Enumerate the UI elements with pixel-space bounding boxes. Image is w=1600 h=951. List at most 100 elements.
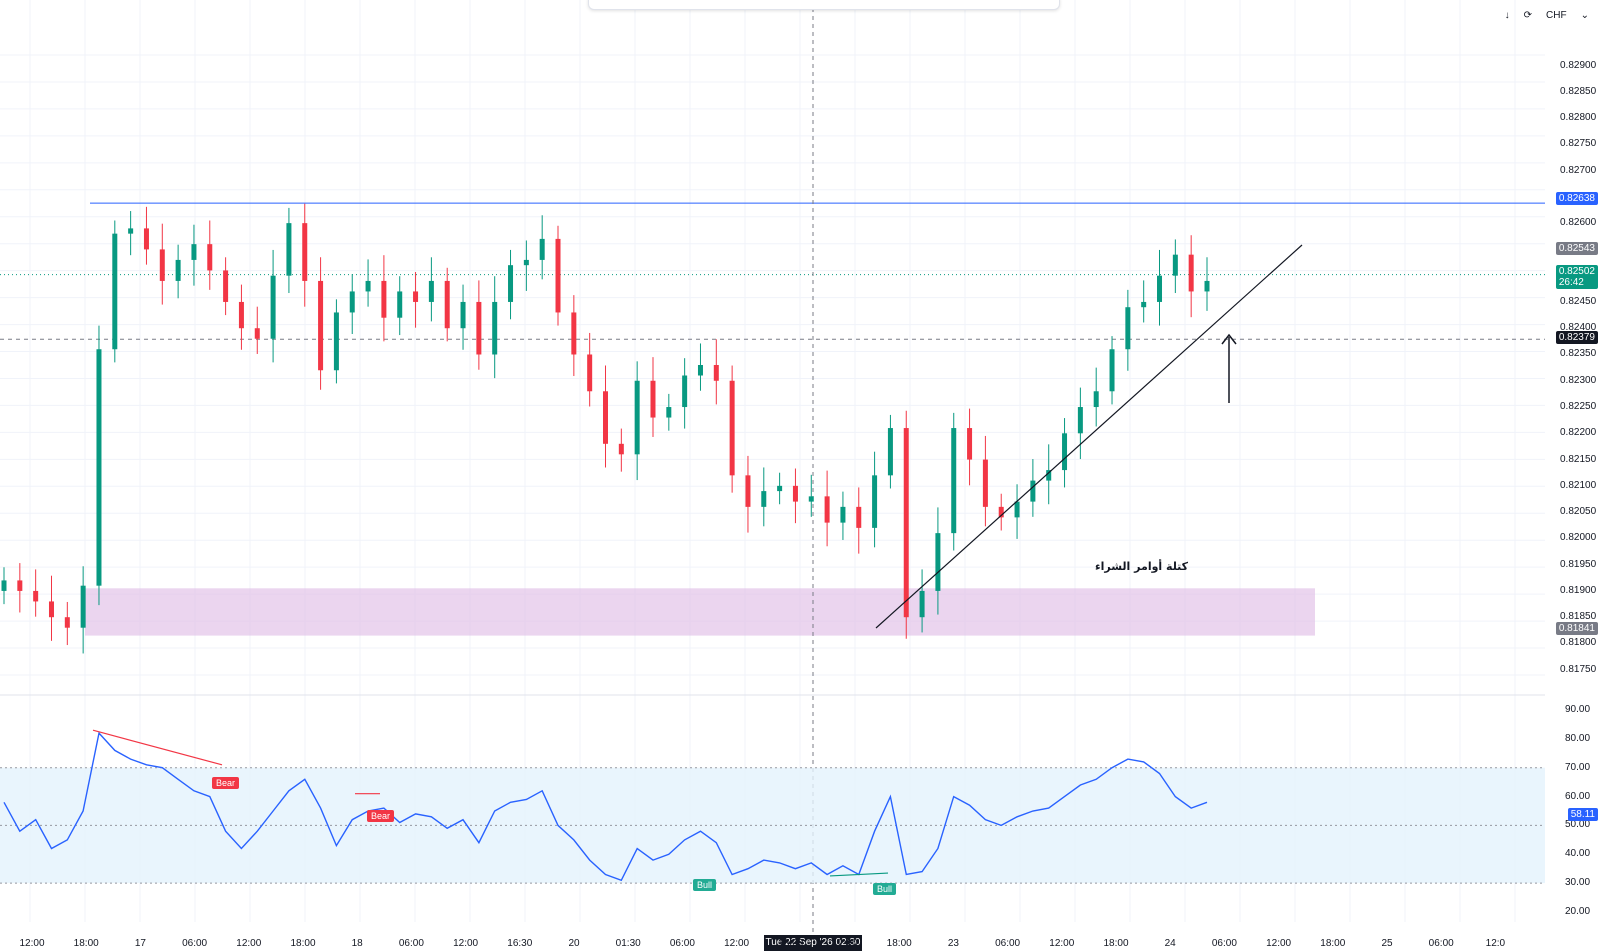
candle-body: [112, 233, 118, 350]
crosshair-price-label: 0.82379: [1555, 331, 1598, 344]
candle-body: [223, 270, 229, 302]
price-scale-tick: 0.82400: [1560, 322, 1597, 334]
candle-body: [381, 280, 387, 318]
current-price-value: 0.82502: [1558, 266, 1595, 277]
time-axis-tick: 18: [351, 938, 363, 949]
candle-body: [365, 280, 371, 292]
candle-body: [856, 506, 862, 528]
current-price-label: 0.82502 26:42: [1555, 265, 1598, 289]
rsi-scale-tick: 80.00: [1565, 732, 1591, 744]
candle-body: [397, 291, 403, 318]
rsi-scale-tick: 30.00: [1565, 877, 1591, 889]
price-scale-tick: 0.82800: [1560, 112, 1597, 124]
top-right-controls: ↓ ⟳ CHF ⌄: [1502, 8, 1592, 23]
candle-body: [555, 238, 561, 313]
price-scale-tick: 0.81950: [1560, 558, 1597, 570]
candle-body: [729, 380, 735, 476]
candle-body: [318, 280, 324, 371]
candle-body: [413, 291, 419, 302]
rsi-band: [0, 767, 1545, 884]
bear-divergence-line: [92, 729, 223, 766]
candle-body: [460, 301, 466, 329]
candle-body: [143, 228, 149, 250]
candle-body: [903, 428, 909, 618]
candle-body: [982, 459, 988, 507]
candle-body: [1030, 480, 1036, 502]
price-scale-tick: 0.81900: [1560, 584, 1597, 596]
rsi-scale-tick: 60.00: [1565, 790, 1591, 802]
time-axis-tick: 12:00: [724, 938, 750, 949]
candle-body: [1125, 307, 1131, 350]
price-scale-tick: 0.82900: [1560, 59, 1597, 71]
candle-body: [777, 485, 783, 492]
price-scale-tick: 0.81800: [1560, 637, 1597, 649]
resistance-price-label: 0.82638: [1555, 192, 1598, 205]
time-axis-tick: 18:00: [886, 938, 912, 949]
candle-body: [951, 428, 957, 534]
candle-body: [286, 223, 292, 276]
price-scale-tick: 0.82750: [1560, 138, 1597, 150]
chevron-down-icon[interactable]: ⌄: [1580, 10, 1589, 21]
rsi-scale-tick: 40.00: [1565, 848, 1591, 860]
candle-body: [967, 428, 973, 460]
candle-body: [1204, 280, 1210, 292]
candle-body: [539, 238, 545, 260]
rsi-line: [3, 731, 1208, 882]
time-axis-tick: 24: [1164, 938, 1176, 949]
currency-selector[interactable]: CHF: [1546, 10, 1567, 21]
time-axis-tick: 23: [947, 938, 959, 949]
price-scale-tick: 0.82100: [1560, 479, 1597, 491]
candle-body: [682, 375, 688, 408]
time-axis-tick: 06:00: [1428, 938, 1454, 949]
high-price-label: 0.82543: [1555, 242, 1598, 255]
time-axis-tick: 12:00: [236, 938, 262, 949]
bull-divergence-badge: Bull: [873, 883, 897, 895]
candle-body: [1062, 433, 1068, 471]
candle-body: [428, 280, 434, 302]
time-axis-tick: 06:00: [182, 938, 208, 949]
download-icon[interactable]: ↓: [1504, 10, 1510, 21]
candle-body: [745, 475, 751, 507]
candle-body: [761, 491, 767, 507]
candle-body: [1077, 407, 1083, 434]
time-axis-tick: 20: [568, 938, 580, 949]
candle-body: [191, 244, 197, 260]
candle-body: [935, 533, 941, 591]
drawing-toolbar[interactable]: [588, 0, 1060, 10]
time-axis-tick: 06:00: [1211, 938, 1237, 949]
candle-body: [48, 601, 54, 618]
candle-body: [207, 244, 213, 271]
bull-divergence-badge: Bull: [693, 879, 717, 891]
time-axis-tick: 06:00: [995, 938, 1021, 949]
time-axis-tick: 12:00: [453, 938, 479, 949]
candle-body: [238, 301, 244, 329]
candle-body: [571, 312, 577, 355]
up-arrow-head: [1221, 333, 1237, 345]
bull-divergence-line: [829, 872, 889, 877]
time-axis-tick: 06:00: [669, 938, 695, 949]
candle-body: [998, 506, 1004, 518]
time-axis-tick: 12:0: [1485, 938, 1506, 949]
time-axis-tick: 12:00: [1266, 938, 1292, 949]
candle-body: [444, 280, 450, 329]
ascending-trendline: [875, 244, 1303, 629]
rsi-scale-tick: 20.00: [1565, 906, 1591, 917]
refresh-icon[interactable]: ⟳: [1523, 10, 1533, 21]
price-scale-tick: 0.82200: [1560, 427, 1597, 439]
candle-body: [349, 291, 355, 313]
candle-body: [840, 506, 846, 523]
candle-body: [80, 585, 86, 628]
candle-body: [17, 580, 23, 591]
candle-body: [175, 259, 181, 281]
candle-body: [697, 365, 703, 376]
support-price-label: 0.81841: [1555, 622, 1598, 635]
rsi-scale-tick: 50.00: [1565, 819, 1591, 831]
candle-body: [254, 328, 260, 339]
rsi-scale-tick: 70.00: [1565, 761, 1591, 773]
price-scale-tick: 0.82350: [1560, 348, 1597, 360]
candle-body: [302, 223, 308, 281]
candle-body: [523, 259, 529, 266]
rsi-value-label: 58.11: [1567, 808, 1598, 821]
